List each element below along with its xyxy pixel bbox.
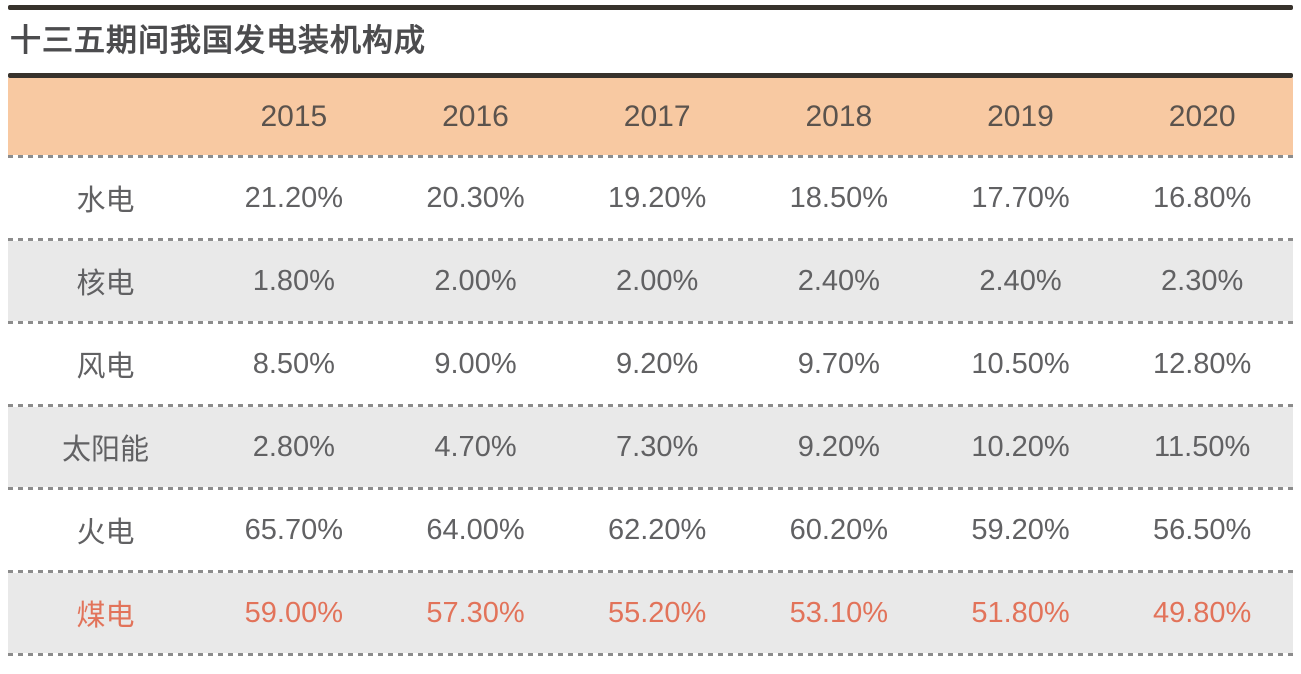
dotted-divider (8, 653, 1293, 657)
table-row-coal: 煤电 59.00% 57.30% 55.20% 53.10% 51.80% 49… (8, 573, 1293, 654)
table-cell: 20.30% (426, 181, 525, 214)
dotted-divider (8, 321, 1293, 325)
table-cell: 2.00% (616, 264, 699, 297)
table-cell: 60.20% (789, 513, 888, 546)
table-cell: 9.20% (797, 430, 880, 463)
table-cell: 59.00% (244, 596, 343, 629)
row-label: 太阳能 (61, 434, 149, 467)
table-cell: 62.20% (607, 513, 707, 546)
year-header-2020: 2020 (1168, 99, 1236, 133)
table-cell: 49.80% (1152, 596, 1252, 629)
dotted-divider (8, 404, 1293, 408)
top-rule (8, 5, 1293, 10)
table-cell: 64.00% (426, 513, 525, 546)
table-row-wind: 风电 8.50% 9.00% 9.20% 9.70% 10.50% 12.80% (8, 324, 1293, 405)
table-row-hydro: 水电 21.20% 20.30% 19.20% 18.50% 17.70% 16… (8, 158, 1293, 239)
table-row-solar: 太阳能 2.80% 4.70% 7.30% 9.20% 10.20% 11.50… (8, 407, 1293, 488)
row-label: 水电 (76, 185, 135, 218)
table-cell: 11.50% (1154, 430, 1251, 463)
table-cell: 51.80% (971, 596, 1070, 629)
page-title: 十三五期间我国发电装机构成 (10, 23, 426, 58)
table-cell: 10.50% (971, 347, 1070, 380)
row-label: 核电 (76, 268, 135, 301)
table-cell: 2.80% (252, 430, 335, 463)
table-cell: 59.20% (971, 513, 1070, 546)
table-cell: 56.50% (1152, 513, 1252, 546)
year-header-2016: 2016 (442, 99, 509, 133)
table-cell: 57.30% (426, 596, 525, 629)
table-cell: 1.80% (252, 264, 335, 297)
dotted-divider (8, 487, 1293, 491)
table-cell: 19.20% (607, 181, 707, 214)
table-cell: 16.80% (1152, 181, 1252, 214)
year-header-2018: 2018 (805, 99, 873, 133)
row-label: 风电 (76, 351, 135, 384)
report-table-figure: 十三五期间我国发电装机构成 2015 2016 2017 2018 2019 2… (8, 5, 1293, 657)
table-cell: 18.50% (789, 181, 888, 214)
table-cell: 9.70% (797, 347, 880, 380)
year-header-2015: 2015 (260, 99, 328, 133)
row-label: 火电 (76, 517, 135, 550)
table-cell: 2.00% (434, 264, 517, 297)
table-cell: 2.40% (797, 264, 880, 297)
table-cell: 4.70% (434, 430, 517, 463)
dotted-divider (8, 570, 1293, 574)
table-cell: 7.30% (616, 430, 699, 463)
table-cell: 21.20% (244, 181, 343, 214)
dotted-divider (8, 238, 1293, 242)
table-header-row: 2015 2016 2017 2018 2019 2020 (8, 78, 1293, 156)
table-cell: 17.70% (971, 181, 1070, 214)
table-row-thermal: 火电 65.70% 64.00% 62.20% 60.20% 59.20% 56… (8, 490, 1293, 571)
table-cell: 8.50% (252, 347, 335, 380)
table-cell: 9.00% (434, 347, 517, 380)
table-cell: 2.30% (1161, 264, 1244, 297)
row-label: 煤电 (76, 600, 135, 633)
table-cell: 55.20% (607, 596, 707, 629)
dotted-divider (8, 155, 1293, 159)
table-cell: 2.40% (979, 264, 1062, 297)
year-header-2019: 2019 (987, 99, 1054, 133)
table-cell: 9.20% (616, 347, 699, 380)
table-row-nuclear: 核电 1.80% 2.00% 2.00% 2.40% 2.40% 2.30% (8, 241, 1293, 322)
table-cell: 53.10% (789, 596, 888, 629)
title-underline-rule (8, 73, 1293, 79)
table-cell: 12.80% (1152, 347, 1252, 380)
table-cell: 10.20% (971, 430, 1070, 463)
year-header-2017: 2017 (623, 99, 691, 133)
table-cell: 65.70% (244, 513, 343, 546)
